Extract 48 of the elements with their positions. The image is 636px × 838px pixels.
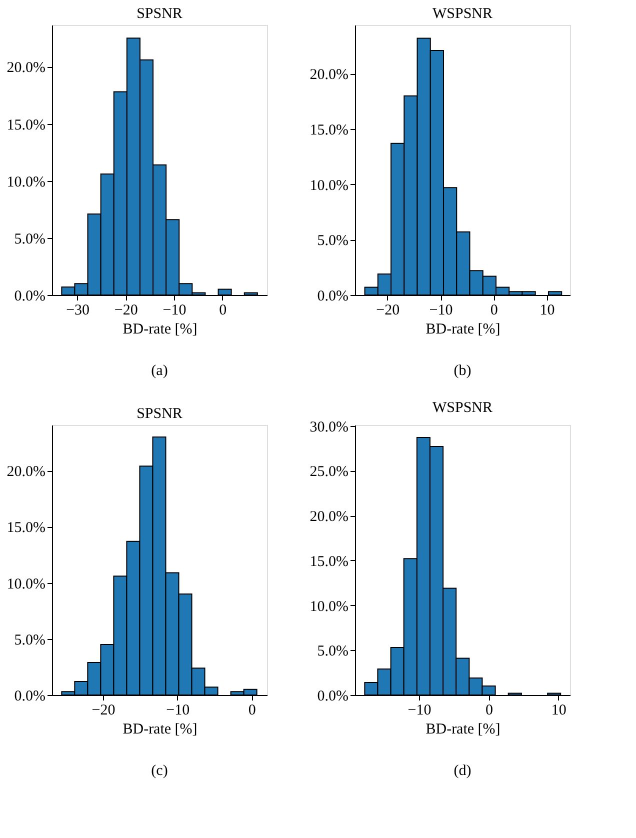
y-tick-label: 10.0% xyxy=(310,598,348,615)
y-tick-label: 15.0% xyxy=(6,117,46,134)
y-tick-label: 5.0% xyxy=(317,644,348,660)
y-tick-label: 5.0% xyxy=(14,632,46,648)
x-tick-label: 0 xyxy=(219,302,227,318)
chart-title: WSPSNR xyxy=(432,400,493,416)
x-tick-label: 0 xyxy=(490,302,498,318)
x-axis-title: BD-rate [%] xyxy=(426,722,500,738)
x-tick-label: −20 xyxy=(376,302,400,318)
y-tick-label: 20.0% xyxy=(6,464,46,480)
x-axis-title: BD-rate [%] xyxy=(122,322,198,338)
x-tick-label: −20 xyxy=(92,702,116,718)
y-tick-label: 15.0% xyxy=(6,520,46,536)
text: (a) xyxy=(151,363,168,379)
chart-title: SPSNR xyxy=(136,406,182,422)
y-tick-label: 10.0% xyxy=(310,178,348,194)
y-tick-label: 0.0% xyxy=(317,288,348,304)
x-tick-label: 10 xyxy=(551,702,566,718)
text: (c) xyxy=(151,763,168,779)
text: (b) xyxy=(454,363,472,379)
y-tick-label: 10.0% xyxy=(6,174,46,190)
x-tick-label: −20 xyxy=(114,302,138,318)
chart-title: SPSNR xyxy=(136,6,182,22)
x-axis-title: BD-rate [%] xyxy=(122,722,198,738)
text: (d) xyxy=(454,763,472,779)
y-tick-label: 25.0% xyxy=(310,464,348,480)
y-tick-label: 0.0% xyxy=(317,688,348,704)
x-tick-label: 0 xyxy=(485,702,493,718)
y-tick-label: 0.0% xyxy=(14,688,46,704)
x-tick-label: −10 xyxy=(429,302,453,318)
y-tick-label: 5.0% xyxy=(317,233,348,250)
y-tick-label: 15.0% xyxy=(310,554,348,570)
x-axis-title: BD-rate [%] xyxy=(426,322,500,338)
x-tick-label: −30 xyxy=(66,302,90,318)
x-tick-label: −10 xyxy=(166,702,190,718)
y-tick-label: 20.0% xyxy=(310,509,348,526)
x-tick-label: −10 xyxy=(162,302,186,318)
chart-title: WSPSNR xyxy=(432,6,493,22)
y-tick-label: 30.0% xyxy=(310,419,348,436)
x-tick-label: 10 xyxy=(540,302,555,318)
x-tick-label: 0 xyxy=(248,702,256,718)
y-tick-label: 15.0% xyxy=(310,122,348,139)
x-tick-label: −10 xyxy=(408,702,432,718)
y-tick-label: 10.0% xyxy=(6,576,46,592)
y-tick-label: 20.0% xyxy=(6,60,46,76)
y-tick-label: 0.0% xyxy=(14,288,46,304)
y-tick-label: 5.0% xyxy=(14,231,46,248)
y-tick-label: 20.0% xyxy=(310,67,348,84)
